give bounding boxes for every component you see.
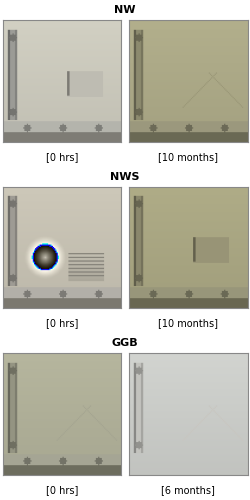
Text: [10 months]: [10 months] [158,318,218,328]
Text: [10 months]: [10 months] [158,152,218,162]
Text: [0 hrs]: [0 hrs] [46,485,78,495]
Text: NW: NW [114,5,136,15]
Text: GGB: GGB [112,338,138,348]
Text: [6 months]: [6 months] [161,485,215,495]
Text: [0 hrs]: [0 hrs] [46,318,78,328]
Text: NWS: NWS [110,172,140,181]
Text: [0 hrs]: [0 hrs] [46,152,78,162]
